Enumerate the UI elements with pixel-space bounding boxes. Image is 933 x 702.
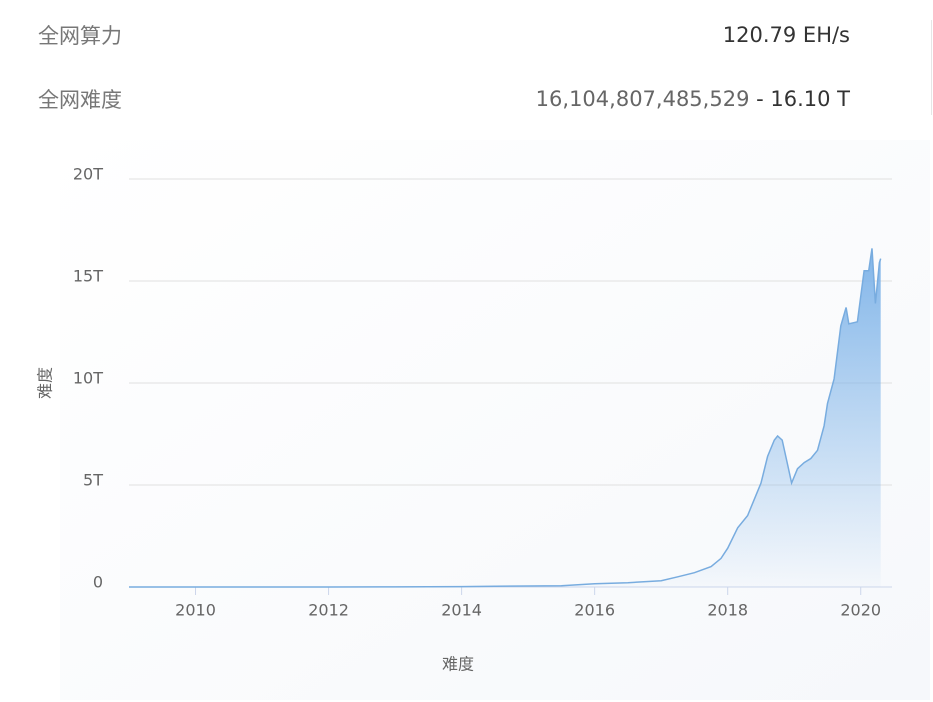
- chart-background: [60, 140, 930, 700]
- stat-values: 16,104,807,485,529 - 16.10 T: [536, 87, 850, 111]
- x-axis-title: 难度: [442, 655, 474, 674]
- x-tick-label: 2014: [441, 601, 482, 620]
- x-tick-label: 2016: [574, 601, 615, 620]
- area-fill: [129, 248, 881, 587]
- area-line: [129, 248, 882, 588]
- stat-row: 全网算力 120.79 EH/s: [38, 15, 850, 55]
- y-tick-label: 15T: [73, 267, 103, 286]
- x-tick-label: 2012: [308, 601, 349, 620]
- stat-label: 全网难度: [38, 88, 122, 112]
- divider: [931, 20, 932, 115]
- stat-value-short: - 16.10 T: [756, 87, 850, 111]
- y-tick-label: 0: [93, 573, 103, 592]
- stat-value: 16,104,807,485,529: [535, 87, 750, 111]
- y-axis-title: 难度: [36, 367, 55, 399]
- y-tick-label: 20T: [73, 165, 103, 184]
- stat-label: 全网算力: [38, 24, 122, 48]
- stat-row: 全网难度 16,104,807,485,529 - 16.10 T: [38, 79, 850, 119]
- y-tick-label: 10T: [73, 369, 103, 388]
- x-tick-label: 2010: [175, 601, 216, 620]
- x-tick-label: 2020: [840, 601, 881, 620]
- stat-value: 120.79 EH/s: [722, 23, 850, 47]
- x-tick-label: 2018: [707, 601, 748, 620]
- y-tick-label: 5T: [83, 471, 103, 490]
